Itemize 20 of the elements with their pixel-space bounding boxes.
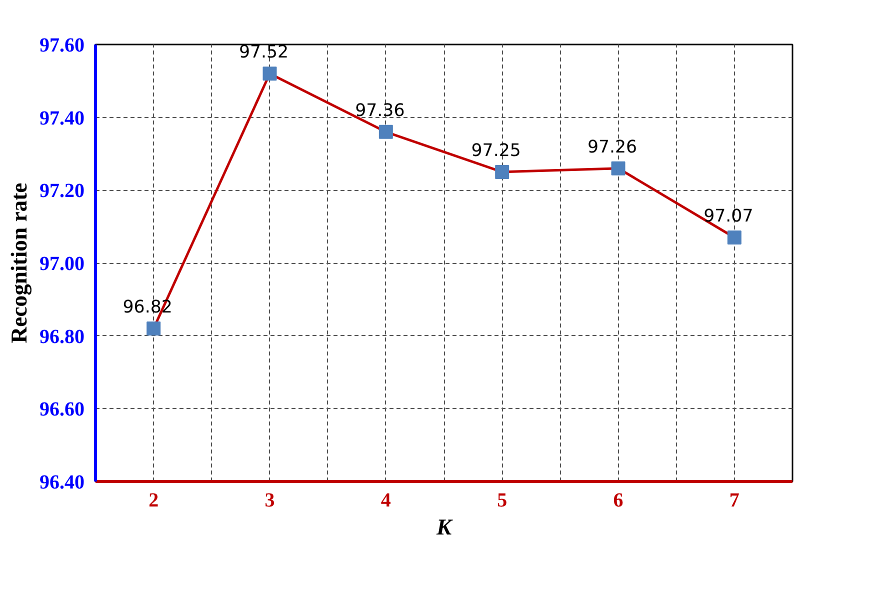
data-label: 97.07 [704,206,754,227]
x-tick-label: 3 [264,490,275,512]
y-tick-label: 96.60 [40,398,84,421]
data-label: 97.52 [238,42,289,63]
x-axis-title: K [435,514,454,540]
y-tick-label: 96.80 [40,326,84,348]
data-label: 97.25 [471,140,521,161]
y-tick-label: 97.00 [40,253,84,275]
y-tick-label: 97.20 [40,180,84,202]
x-tick-label: 4 [380,490,391,512]
x-tick-label: 6 [613,490,624,512]
y-tick-label: 96.40 [40,472,84,494]
y-tick-label: 97.60 [40,34,84,56]
x-tick-label: 5 [497,490,508,512]
data-label: 97.36 [355,100,405,121]
y-axis-title: Recognition rate [6,182,32,344]
x-tick-label: 7 [729,490,740,512]
data-label: 97.26 [587,137,638,158]
x-tick-label: 2 [148,490,159,512]
y-tick-label: 97.40 [40,107,84,130]
